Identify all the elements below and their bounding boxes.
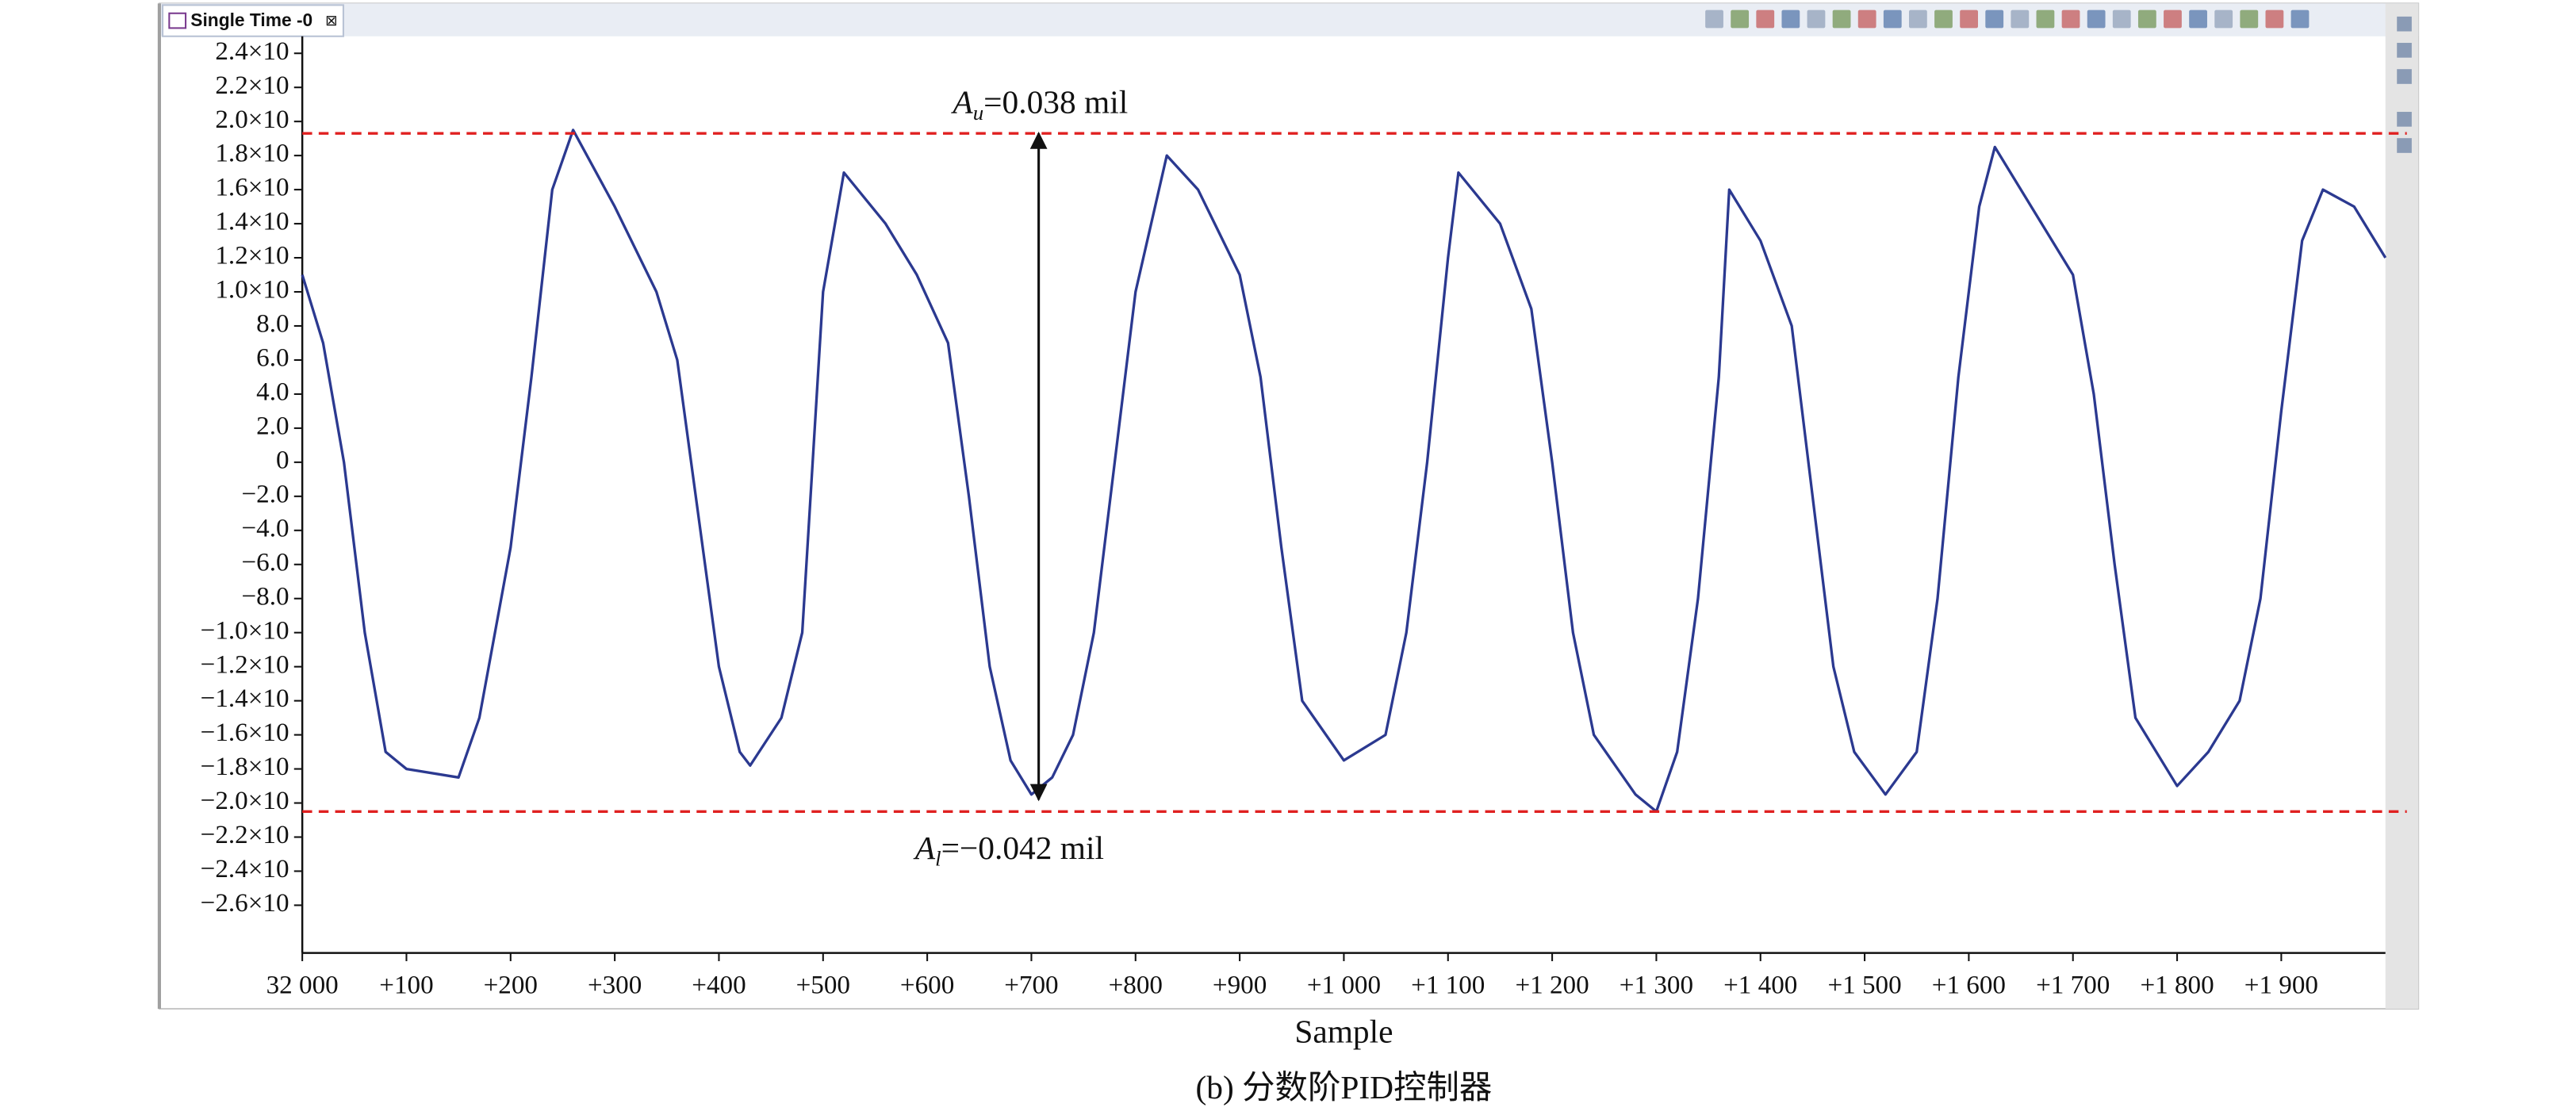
y-tick-label: 8.0	[256, 309, 289, 339]
x-tick-label: +600	[900, 971, 954, 1000]
y-tick-label: −2.2×10	[201, 820, 289, 849]
tab-close[interactable]: ⊠	[325, 12, 338, 29]
y-tick-label: 6.0	[256, 343, 289, 373]
toolbar-button[interactable]	[2189, 10, 2207, 29]
y-tick-label: −8.0	[241, 581, 289, 611]
x-tick-label: +800	[1109, 971, 1163, 1000]
annotation-subscript: l	[935, 847, 941, 871]
toolbar-button[interactable]	[1857, 10, 1876, 29]
toolbar-button[interactable]	[2011, 10, 2030, 29]
toolbar-button[interactable]	[1731, 10, 1750, 29]
toolbar-button[interactable]	[1832, 10, 1851, 29]
x-tick-label: +1 800	[2140, 971, 2214, 1000]
annotation-text: =−0.042 mil	[941, 830, 1104, 866]
tab[interactable]	[162, 4, 344, 37]
x-tick-label: +1 500	[1827, 971, 1901, 1000]
annotation-symbol: A	[913, 830, 936, 866]
y-tick-label: −1.0×10	[201, 615, 289, 645]
side-button[interactable]	[2397, 69, 2412, 84]
y-tick-label: 0	[276, 445, 289, 474]
x-tick-label: +1 700	[2036, 971, 2110, 1000]
y-tick-label: 1.2×10	[215, 241, 289, 270]
toolbar-button[interactable]	[1756, 10, 1775, 29]
caption: (b) 分数阶PID控制器	[1196, 1069, 1493, 1106]
signal-line	[301, 128, 2387, 813]
toolbar-button[interactable]	[2036, 10, 2055, 29]
toolbar-button[interactable]	[2137, 10, 2156, 29]
x-tick-label: +100	[379, 971, 433, 1000]
toolbar-button[interactable]	[1985, 10, 2004, 29]
x-tick-label: +300	[588, 971, 642, 1000]
y-tick-label: 2.0×10	[215, 105, 289, 134]
tab-title[interactable]: Single Time -0	[190, 10, 312, 30]
y-tick-label: −1.4×10	[201, 684, 289, 713]
toolbar-button[interactable]	[1909, 10, 1927, 29]
toolbar-button[interactable]	[1934, 10, 1953, 29]
y-tick-label: 2.0	[256, 411, 289, 440]
x-tick-label: +1 400	[1723, 971, 1797, 1000]
side-icons	[2397, 16, 2412, 153]
side-strip	[2385, 3, 2419, 1010]
side-button[interactable]	[2397, 138, 2412, 153]
y-tick-label: −4.0	[241, 513, 289, 542]
y-tick-label: 2.2×10	[215, 71, 289, 100]
y-tick-label: −2.4×10	[201, 854, 289, 883]
toolbar-button[interactable]	[2240, 10, 2259, 29]
x-tick-label: 32 000	[266, 971, 339, 1000]
x-tick-label: +1 600	[1932, 971, 2006, 1000]
x-tick-label: +1 900	[2244, 971, 2318, 1000]
x-tick-label: +700	[1004, 971, 1058, 1000]
annotation: Al=−0.042 mil	[913, 830, 1104, 871]
y-tick-label: 4.0	[256, 377, 289, 407]
y-tick-label: −2.6×10	[201, 888, 289, 918]
tab-icon	[168, 12, 187, 29]
x-tick-label: +900	[1213, 971, 1267, 1000]
x-tick-label: +1 000	[1307, 971, 1381, 1000]
y-tick-label: 1.6×10	[215, 173, 289, 202]
y-tick-label: −2.0	[241, 479, 289, 508]
toolbar-button[interactable]	[2087, 10, 2106, 29]
y-tick-label: −1.2×10	[201, 650, 289, 679]
x-tick-label: +1 300	[1620, 971, 1693, 1000]
annotation-text: =0.038 mil	[983, 83, 1128, 120]
toolbar-button[interactable]	[2290, 10, 2310, 29]
x-tick-label: +400	[692, 971, 746, 1000]
toolbar	[1705, 10, 2310, 29]
x-tick-label: +1 100	[1411, 971, 1485, 1000]
x-tick-label: +500	[796, 971, 850, 1000]
y-tick-label: −1.6×10	[201, 718, 289, 747]
annotation-symbol: A	[950, 83, 973, 120]
toolbar-button[interactable]	[1883, 10, 1902, 29]
y-tick-label: −1.8×10	[201, 752, 289, 781]
y-tick-label: −6.0	[241, 547, 289, 577]
toolbar-button[interactable]	[2214, 10, 2233, 29]
side-button[interactable]	[2397, 43, 2412, 58]
annotation-subscript: u	[973, 101, 983, 125]
annotation: Au=0.038 mil	[950, 83, 1128, 125]
toolbar-button[interactable]	[1705, 10, 1723, 29]
side-button[interactable]	[2397, 16, 2412, 32]
y-tick-label: 1.4×10	[215, 207, 289, 236]
toolbar-button[interactable]	[1807, 10, 1826, 29]
y-tick-label: 2.4×10	[215, 36, 289, 66]
toolbar-button[interactable]	[1781, 10, 1800, 29]
toolbar-button[interactable]	[2061, 10, 2080, 29]
toolbar-button[interactable]	[2164, 10, 2182, 29]
side-button[interactable]	[2397, 112, 2412, 127]
panel	[158, 2, 2420, 1010]
y-tick-label: 1.8×10	[215, 139, 289, 168]
toolbar-button[interactable]	[1960, 10, 1978, 29]
y-tick-label: −2.0×10	[201, 786, 289, 815]
x-tick-label: +1 200	[1515, 971, 1589, 1000]
x-axis-label: Sample	[1294, 1014, 1393, 1050]
x-tick-label: +200	[484, 971, 538, 1000]
toolbar-button[interactable]	[2265, 10, 2284, 29]
toolbar-button[interactable]	[2112, 10, 2131, 29]
y-tick-label: 1.0×10	[215, 275, 289, 305]
